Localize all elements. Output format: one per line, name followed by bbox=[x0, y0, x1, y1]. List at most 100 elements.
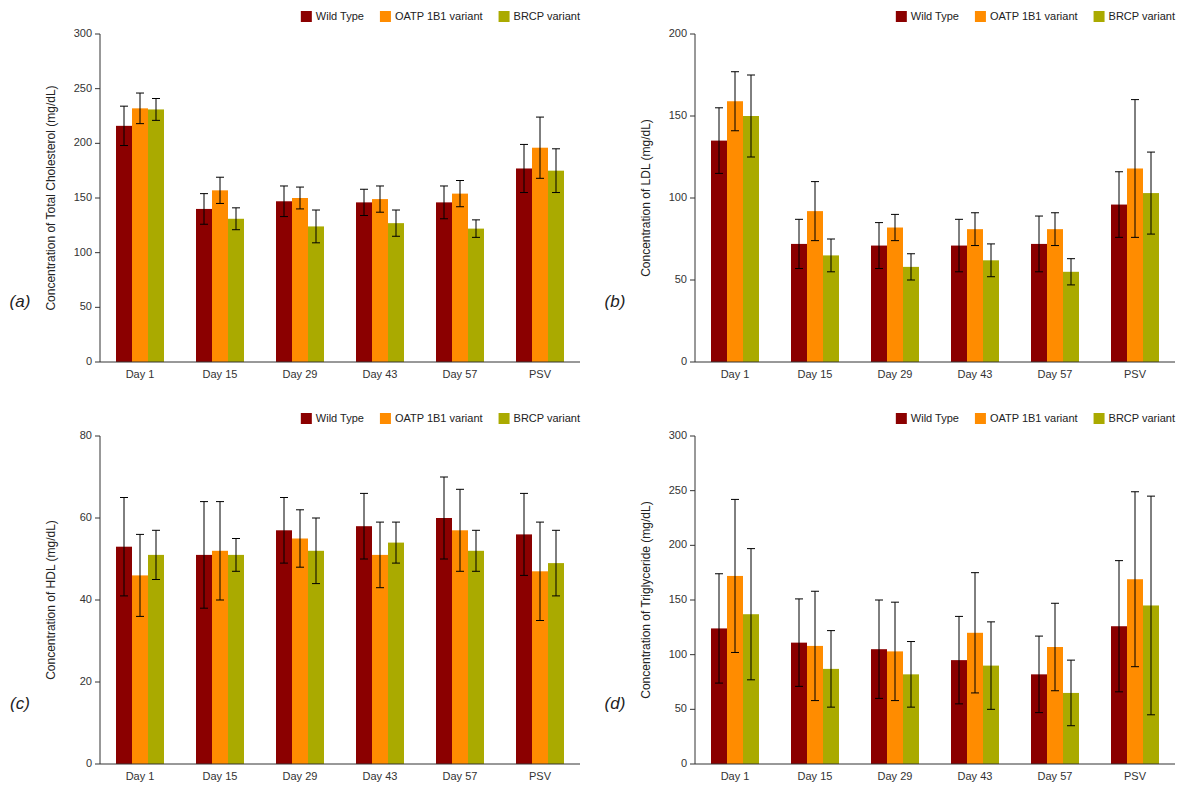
y-tick bbox=[95, 362, 100, 363]
error-bar bbox=[232, 539, 240, 572]
bars bbox=[116, 93, 564, 362]
bar bbox=[276, 201, 292, 362]
bar bbox=[148, 109, 164, 362]
y-tick bbox=[690, 764, 695, 765]
legend-label: OATP 1B1 variant bbox=[395, 10, 483, 22]
bar bbox=[388, 543, 404, 764]
x-tick-label: PSV bbox=[1124, 770, 1147, 782]
error-bar bbox=[1035, 216, 1043, 272]
error-bar bbox=[1131, 492, 1139, 667]
bar bbox=[292, 198, 308, 362]
y-tick-label: 0 bbox=[86, 757, 92, 769]
error-bar bbox=[747, 549, 755, 680]
legend-label: BRCP variant bbox=[514, 10, 580, 22]
error-bar bbox=[120, 106, 128, 145]
y-tick-label: 100 bbox=[669, 648, 687, 660]
bar bbox=[468, 229, 484, 362]
y-tick-label: 250 bbox=[74, 82, 92, 94]
bar bbox=[436, 202, 452, 362]
legend-label: Wild Type bbox=[911, 412, 959, 424]
x-tick-label: Day 43 bbox=[958, 770, 993, 782]
error-bar bbox=[456, 181, 464, 207]
y-axis-label: Concentration of Triglyceride (mg/dL) bbox=[639, 501, 653, 698]
x-tick-label: Day 57 bbox=[1038, 368, 1073, 380]
y-tick bbox=[690, 600, 695, 601]
error-bar bbox=[280, 186, 288, 217]
y-tick bbox=[95, 436, 100, 437]
bar bbox=[196, 209, 212, 362]
x-tick-label: PSV bbox=[1124, 368, 1147, 380]
y-tick bbox=[95, 307, 100, 308]
panel: 050100150200250300Day 1Day 15Day 29Day 4… bbox=[10, 10, 580, 380]
error-bar bbox=[1131, 100, 1139, 238]
y-tick bbox=[95, 600, 100, 601]
y-tick-label: 50 bbox=[675, 273, 687, 285]
error-bar bbox=[392, 522, 400, 563]
error-bar bbox=[312, 518, 320, 584]
x-tick-label: Day 43 bbox=[363, 770, 398, 782]
y-tick-label: 200 bbox=[669, 538, 687, 550]
y-tick-label: 40 bbox=[80, 593, 92, 605]
bar bbox=[212, 190, 228, 362]
bar bbox=[292, 539, 308, 765]
error-bar bbox=[392, 210, 400, 236]
y-tick bbox=[690, 545, 695, 546]
y-tick-label: 200 bbox=[74, 136, 92, 148]
x-tick-label: Day 15 bbox=[203, 770, 238, 782]
panel-label: (a) bbox=[10, 292, 31, 311]
error-bar bbox=[552, 149, 560, 193]
y-tick bbox=[690, 436, 695, 437]
legend-swatch bbox=[1094, 11, 1105, 22]
error-bar bbox=[731, 72, 739, 131]
x-tick-label: Day 43 bbox=[363, 368, 398, 380]
error-bar bbox=[907, 642, 915, 708]
panel: 050100150200250300Day 1Day 15Day 29Day 4… bbox=[605, 412, 1175, 782]
error-bar bbox=[296, 187, 304, 209]
y-tick-label: 0 bbox=[681, 355, 687, 367]
y-tick bbox=[95, 518, 100, 519]
legend-label: BRCP variant bbox=[1109, 412, 1175, 424]
y-tick-label: 60 bbox=[80, 511, 92, 523]
y-axis-label: Concentration of Total Cholesterol (mg/d… bbox=[44, 85, 58, 310]
bar bbox=[516, 168, 532, 362]
error-bar bbox=[312, 210, 320, 243]
x-axis-line bbox=[695, 764, 1175, 765]
x-tick-label: Day 1 bbox=[721, 770, 750, 782]
bars bbox=[116, 477, 564, 764]
error-bar bbox=[520, 493, 528, 575]
y-tick bbox=[95, 198, 100, 199]
legend-swatch bbox=[380, 413, 391, 424]
error-bar bbox=[731, 499, 739, 652]
error-bar bbox=[907, 254, 915, 280]
error-bar bbox=[795, 219, 803, 268]
panel-label: (b) bbox=[605, 292, 626, 311]
y-tick-label: 250 bbox=[669, 484, 687, 496]
x-tick-label: Day 29 bbox=[878, 368, 913, 380]
error-bar bbox=[472, 530, 480, 571]
bar bbox=[228, 555, 244, 764]
legend-label: Wild Type bbox=[911, 10, 959, 22]
legend-label: BRCP variant bbox=[514, 412, 580, 424]
legend-label: Wild Type bbox=[316, 10, 364, 22]
y-tick bbox=[690, 654, 695, 655]
bar bbox=[727, 101, 743, 362]
bar bbox=[276, 530, 292, 764]
x-tick-label: PSV bbox=[529, 368, 552, 380]
legend-swatch bbox=[1094, 413, 1105, 424]
x-axis-line bbox=[100, 362, 580, 363]
bar bbox=[228, 219, 244, 362]
bar bbox=[308, 226, 324, 362]
error-bar bbox=[891, 602, 899, 700]
error-bar bbox=[987, 244, 995, 277]
y-tick-label: 300 bbox=[669, 429, 687, 441]
y-tick-label: 150 bbox=[74, 191, 92, 203]
error-bar bbox=[120, 498, 128, 596]
x-axis-line bbox=[695, 362, 1175, 363]
bar bbox=[1047, 229, 1063, 362]
bars bbox=[711, 492, 1159, 764]
error-bar bbox=[811, 591, 819, 700]
legend-label: BRCP variant bbox=[1109, 10, 1175, 22]
error-bar bbox=[1051, 213, 1059, 246]
error-bar bbox=[795, 599, 803, 686]
x-tick-label: Day 15 bbox=[203, 368, 238, 380]
